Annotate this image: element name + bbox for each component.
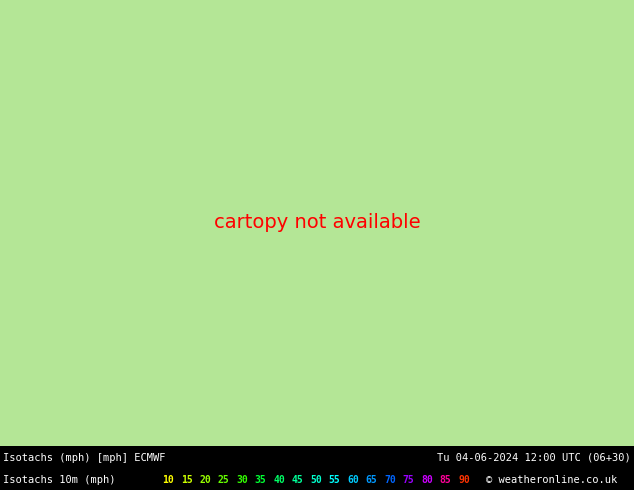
Text: 75: 75 xyxy=(403,475,415,485)
Text: 65: 65 xyxy=(366,475,377,485)
Text: 10: 10 xyxy=(162,475,174,485)
Text: 80: 80 xyxy=(421,475,433,485)
Text: 70: 70 xyxy=(384,475,396,485)
Text: 50: 50 xyxy=(310,475,322,485)
Text: 30: 30 xyxy=(236,475,248,485)
Text: 85: 85 xyxy=(439,475,451,485)
Text: Isotachs (mph) [mph] ECMWF: Isotachs (mph) [mph] ECMWF xyxy=(3,453,165,463)
Text: © weatheronline.co.uk: © weatheronline.co.uk xyxy=(486,475,618,485)
Text: 45: 45 xyxy=(292,475,304,485)
Text: 55: 55 xyxy=(328,475,340,485)
Text: 35: 35 xyxy=(255,475,266,485)
Text: 40: 40 xyxy=(273,475,285,485)
Text: 90: 90 xyxy=(458,475,470,485)
Text: 25: 25 xyxy=(217,475,230,485)
Text: 20: 20 xyxy=(199,475,211,485)
Text: cartopy not available: cartopy not available xyxy=(214,214,420,232)
Text: 60: 60 xyxy=(347,475,359,485)
Text: 15: 15 xyxy=(181,475,192,485)
Text: Isotachs 10m (mph): Isotachs 10m (mph) xyxy=(3,475,115,485)
Text: Tu 04-06-2024 12:00 UTC (06+30): Tu 04-06-2024 12:00 UTC (06+30) xyxy=(437,453,631,463)
